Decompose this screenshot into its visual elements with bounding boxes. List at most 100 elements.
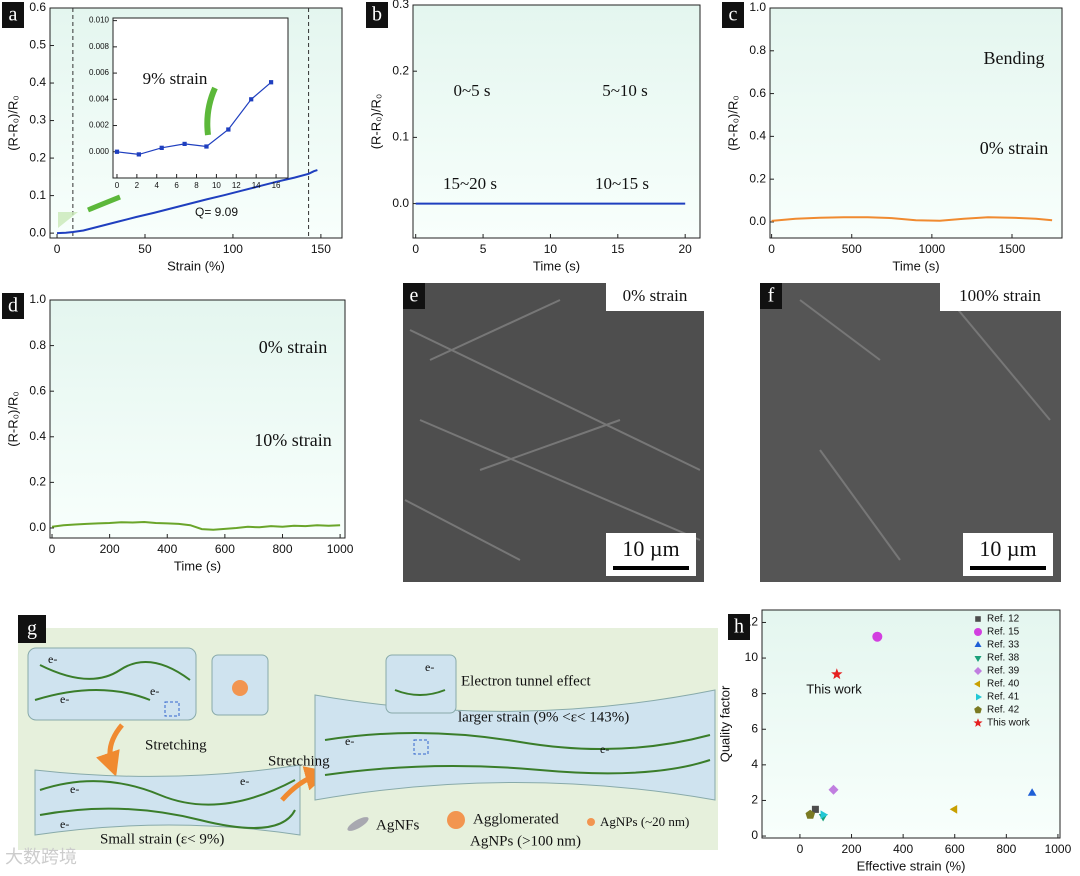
data-point xyxy=(828,784,839,795)
electron-label: e- xyxy=(425,660,434,674)
annotation: 0~5 s xyxy=(453,81,490,100)
x-tick-label: 16 xyxy=(272,181,281,190)
x-tick-label: 600 xyxy=(945,842,965,856)
sem-image xyxy=(760,283,1061,582)
agnp-icon xyxy=(587,818,595,826)
panel-letter-box xyxy=(18,615,46,643)
y-tick-label: 0.2 xyxy=(392,63,409,77)
x-tick-label: 800 xyxy=(996,842,1016,856)
y-axis-label: (R-R₀)/R₀ xyxy=(5,95,20,151)
panel-letter-box xyxy=(760,283,782,309)
x-tick-label: 5 xyxy=(480,242,487,256)
legend-label: Ref. 42 xyxy=(987,705,1020,716)
data-marker xyxy=(269,80,274,85)
legend-label: Ref. 33 xyxy=(987,640,1020,651)
annotation: This work xyxy=(806,681,862,696)
agnf-icon xyxy=(347,817,369,831)
y-tick-label: 2 xyxy=(751,793,758,807)
data-marker xyxy=(249,97,254,102)
arrow xyxy=(87,194,121,213)
y-tick-label: 0.0 xyxy=(392,196,409,210)
plot-area xyxy=(761,609,1061,839)
x-tick-label: 15 xyxy=(611,242,625,256)
y-tick-label: 0.6 xyxy=(29,0,46,14)
label-box xyxy=(606,283,704,311)
label-box xyxy=(940,283,1061,311)
panel-letter-box xyxy=(403,283,425,309)
fiber xyxy=(34,661,191,701)
x-tick-label: 1000 xyxy=(327,542,354,556)
x-tick-label: 0 xyxy=(797,842,804,856)
schematic-label: Electron tunnel effect xyxy=(461,673,591,689)
electron-label: e- xyxy=(70,782,79,796)
electron-label: e- xyxy=(150,684,159,698)
y-tick-label: 0.6 xyxy=(29,383,46,397)
x-tick-label: 1000 xyxy=(919,242,946,256)
y-tick-label: 0.0 xyxy=(749,214,766,228)
x-tick-label: 50 xyxy=(138,242,152,256)
schematic-label: Agglomerated xyxy=(473,811,559,827)
x-tick-label: 10 xyxy=(212,181,221,190)
x-tick-label: 400 xyxy=(157,542,177,556)
data-point xyxy=(872,631,883,642)
legend-marker xyxy=(974,641,982,647)
legend-marker xyxy=(975,616,981,622)
legend-label: Ref. 40 xyxy=(987,679,1020,690)
annotation: 15~20 s xyxy=(443,174,497,193)
x-tick-label: 6 xyxy=(174,181,179,190)
agglomerate-icon xyxy=(447,811,465,829)
annotation: 10~15 s xyxy=(595,174,649,193)
panel-letter: b xyxy=(372,4,382,26)
chart: 0 200 400 600 800 1000 0.0 0.2 0.4 0.6 0.8 1.0 Time … xyxy=(5,292,353,573)
data-line xyxy=(771,216,1053,222)
y-tick-label: 6 xyxy=(751,721,758,735)
panel-letter-box xyxy=(366,2,388,28)
y-tick-label: 10 xyxy=(745,650,759,664)
x-tick-label: 600 xyxy=(215,542,235,556)
image-labels: 0% strain 100% strain 10 µm 10 µm xyxy=(622,286,1041,561)
legend-label: Ref. 39 xyxy=(987,666,1020,677)
panel-letter: e xyxy=(410,285,419,307)
y-axis-label: Quality factor xyxy=(717,685,732,762)
x-tick-label: 0 xyxy=(412,242,419,256)
fiber xyxy=(324,731,711,776)
data-marker xyxy=(204,144,209,149)
panel-letter-box xyxy=(722,2,744,28)
y-tick-label: 1.0 xyxy=(29,292,46,306)
x-axis-label: Time (s) xyxy=(892,258,939,273)
zoom-marker xyxy=(164,701,180,717)
y-tick-label: 0.4 xyxy=(29,75,46,89)
x-tick-label: 0 xyxy=(115,181,120,190)
annotation: 5~10 s xyxy=(602,81,648,100)
y-tick-label: 0.006 xyxy=(89,68,110,77)
x-tick-label: 14 xyxy=(252,181,261,190)
sem-texture xyxy=(404,299,701,561)
legend-label: Ref. 41 xyxy=(987,692,1020,703)
x-tick-label: 1500 xyxy=(999,242,1026,256)
y-tick-label: 8 xyxy=(751,686,758,700)
y-tick-label: 0.5 xyxy=(29,38,46,52)
watermark: 大数跨境 xyxy=(5,847,77,867)
y-tick-label: 0.002 xyxy=(89,121,110,130)
x-tick-label: 20 xyxy=(678,242,692,256)
panel-letter-box xyxy=(2,2,24,28)
y-axis-label: (R-R₀)/R₀ xyxy=(5,391,20,447)
x-tick-label: 200 xyxy=(100,542,120,556)
film-box xyxy=(27,647,197,721)
annotation: 0% strain xyxy=(259,337,327,357)
schematic-label: AgNPs (>100 nm) xyxy=(470,833,581,849)
legend-marker xyxy=(974,628,982,636)
x-tick-label: 800 xyxy=(272,542,292,556)
electron-label: e- xyxy=(60,817,69,831)
data-point xyxy=(811,805,819,813)
y-tick-label: 4 xyxy=(751,757,758,771)
x-tick-label: 12 xyxy=(232,181,241,190)
panel-letter-box xyxy=(2,293,24,319)
x-tick-label: 1000 xyxy=(1045,842,1072,856)
y-tick-label: 0.010 xyxy=(89,16,110,25)
panel-letter: c xyxy=(729,4,738,26)
electron-label: e- xyxy=(48,652,57,666)
data-line xyxy=(116,81,272,156)
panel-letter: d xyxy=(8,295,18,317)
data-marker xyxy=(114,149,120,154)
